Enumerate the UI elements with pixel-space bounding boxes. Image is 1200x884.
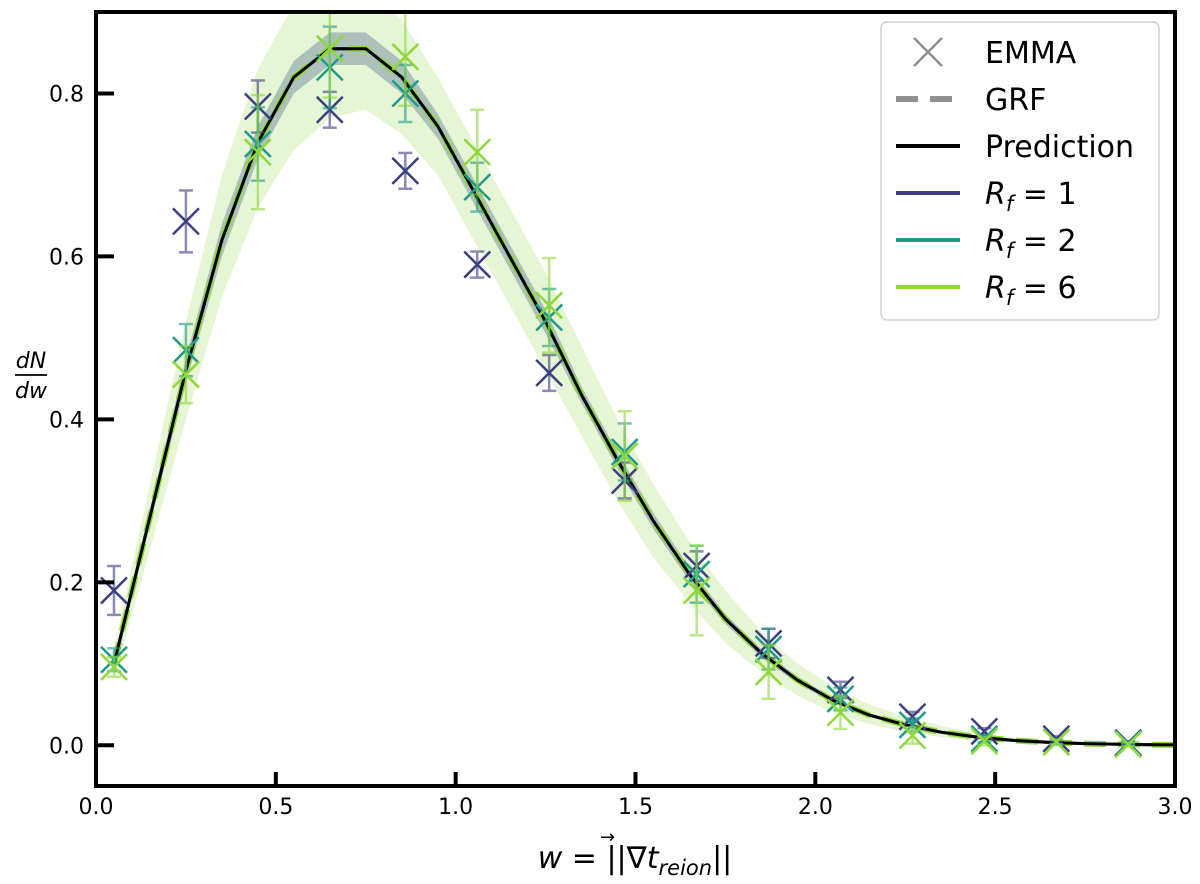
legend-label-sub: f <box>1006 239 1017 263</box>
legend-label-value: = 2 <box>1013 224 1076 259</box>
data-point <box>463 250 492 279</box>
y-tick-label: 0.6 <box>49 245 84 270</box>
x-label-suffix: || <box>712 841 732 876</box>
data-point-stroke-b <box>898 721 927 750</box>
data-point <box>100 653 128 681</box>
x-label-nabla: ∇ <box>626 841 648 876</box>
data-point <box>682 576 711 605</box>
data-point-stroke-b <box>898 711 927 739</box>
legend-label: GRF <box>985 83 1046 118</box>
legend-label-var: R <box>985 177 1006 212</box>
data-point-stroke-b <box>826 698 855 727</box>
y-tick-label: 0.8 <box>49 82 84 107</box>
x-axis: 0.0 0.5 1.0 1.5 2.0 2.5 3.0 <box>79 772 1193 820</box>
data-point <box>391 42 420 71</box>
data-point <box>898 721 927 750</box>
data-point <box>243 138 272 167</box>
data-point <box>391 156 420 185</box>
legend-label: EMMA <box>985 36 1077 71</box>
y-axis: 0.0 0.2 0.4 0.6 0.8 <box>49 82 114 759</box>
x-tick-label: 3.0 <box>1158 795 1193 820</box>
data-point-stroke-b <box>535 359 564 387</box>
legend-label-sub: f <box>1006 192 1017 216</box>
data-point <box>535 359 564 387</box>
data-point <box>898 711 927 739</box>
legend-label: Rf = 2 <box>985 224 1077 263</box>
x-tick-label: 0.0 <box>79 795 114 820</box>
x-label-subscript: reion <box>659 856 713 880</box>
legend-entry: GRF <box>896 83 1046 118</box>
data-point <box>535 291 564 320</box>
x-tick-label: 2.5 <box>978 795 1013 820</box>
y-tick-label: 0.2 <box>49 571 84 596</box>
data-point <box>1042 728 1071 756</box>
data-point-stroke-b <box>172 207 200 236</box>
emma-series-3 <box>100 12 1143 759</box>
legend-label: Rf = 1 <box>985 177 1077 216</box>
legend-marker-stroke-b <box>913 37 943 67</box>
plot-area <box>100 12 1175 759</box>
data-point <box>463 138 492 167</box>
data-point <box>315 95 344 124</box>
data-point-stroke-b <box>100 576 128 605</box>
legend-entry: Rf = 1 <box>896 177 1077 216</box>
data-point-stroke-b <box>315 95 344 124</box>
legend-entry: EMMA <box>913 36 1077 71</box>
legend-entry: Rf = 2 <box>896 224 1077 263</box>
data-point-stroke-b <box>463 138 492 167</box>
legend-entry: Prediction <box>896 130 1134 165</box>
data-point-stroke-b <box>970 727 999 756</box>
data-point <box>826 698 855 727</box>
y-label-denominator: dw <box>15 379 48 404</box>
data-point-stroke-b <box>535 291 564 320</box>
data-point-stroke-b <box>391 156 420 185</box>
legend-entry: Rf = 6 <box>896 271 1077 310</box>
legend-label-value: = 1 <box>1013 177 1076 212</box>
data-point <box>970 727 999 756</box>
x-label-prefix: w = || <box>538 841 627 876</box>
data-point-stroke-b <box>610 442 639 470</box>
data-point-stroke-b <box>315 34 344 63</box>
data-point-stroke-b <box>970 717 999 746</box>
data-point-stroke-b <box>463 250 492 279</box>
data-point-stroke-b <box>100 653 128 681</box>
x-label-arrow: → <box>600 827 615 848</box>
legend-label: Rf = 6 <box>985 271 1077 310</box>
data-point <box>970 717 999 746</box>
x-tick-label: 2.0 <box>798 795 833 820</box>
x-tick-label: 0.5 <box>258 795 293 820</box>
data-point <box>172 207 200 236</box>
data-point-stroke-b <box>391 42 420 71</box>
data-point-stroke-b <box>754 658 783 686</box>
x-axis-label: w = ||∇treion|| <box>538 841 733 880</box>
data-point <box>1114 730 1143 759</box>
y-tick-label: 0.4 <box>49 408 84 433</box>
data-point-stroke-b <box>172 360 200 389</box>
y-axis-label: dN dw <box>15 349 48 404</box>
data-point-stroke-b <box>243 138 272 167</box>
y-label-numerator: dN <box>16 349 46 374</box>
data-point <box>754 658 783 686</box>
x-label-t: t <box>647 841 660 876</box>
x-tick-label: 1.5 <box>618 795 653 820</box>
data-point-stroke-b <box>1042 728 1071 756</box>
legend-label-value: = 6 <box>1013 271 1076 306</box>
x-tick-label: 1.0 <box>438 795 473 820</box>
data-point <box>172 360 200 389</box>
data-point <box>610 442 639 470</box>
data-point-stroke-b <box>682 576 711 605</box>
y-tick-label: 0.0 <box>49 734 84 759</box>
legend-label-var: R <box>985 224 1006 259</box>
legend-label: Prediction <box>985 130 1134 165</box>
prediction-line <box>112 47 1175 747</box>
data-point <box>315 34 344 63</box>
legend-label-var: R <box>985 271 1006 306</box>
data-point-stroke-b <box>1114 730 1143 759</box>
legend-label-sub: f <box>1006 286 1017 310</box>
